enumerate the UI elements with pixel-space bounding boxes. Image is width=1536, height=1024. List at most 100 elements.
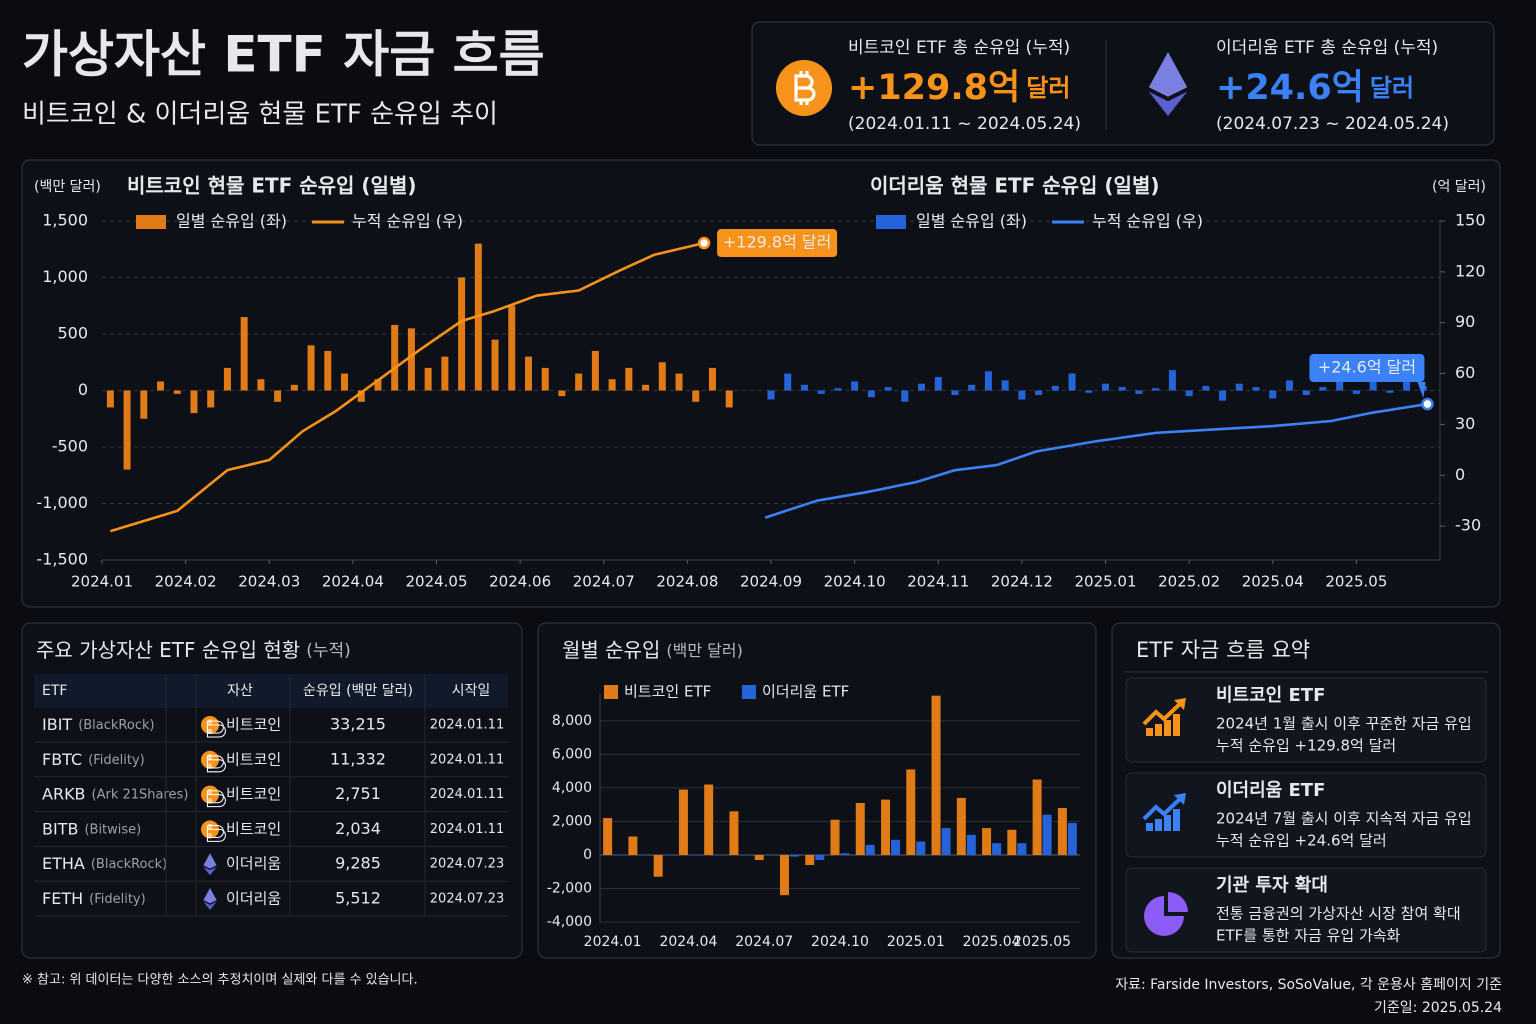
daily-bar bbox=[1369, 381, 1377, 391]
y-tick-label: -500 bbox=[52, 437, 88, 456]
card-line: 전통 금융권의 가상자산 시장 참여 확대 bbox=[1216, 905, 1461, 923]
daily-bar bbox=[491, 339, 499, 391]
kpi-value: +24.6억 달러 bbox=[1216, 68, 1414, 108]
daily-bar bbox=[223, 367, 231, 391]
y-tick-label: -4,000 bbox=[547, 914, 592, 930]
daily-bar bbox=[951, 390, 959, 396]
monthly-bar bbox=[992, 843, 1002, 855]
daily-bar bbox=[1168, 370, 1176, 391]
ethereum-icon bbox=[1148, 52, 1188, 97]
x-tick-label: 2025.04 bbox=[1242, 573, 1304, 591]
daily-bar bbox=[834, 388, 842, 391]
daily-bar bbox=[642, 384, 650, 391]
daily-bar bbox=[658, 362, 666, 391]
daily-bar bbox=[207, 390, 215, 408]
daily-bar bbox=[1135, 390, 1143, 394]
annotation-pointer bbox=[1417, 382, 1426, 399]
x-tick-label: 2024.02 bbox=[155, 573, 217, 591]
etf-name-main: IBIT bbox=[42, 715, 72, 734]
daily-bar bbox=[708, 367, 716, 391]
x-tick-label: 2024.06 bbox=[489, 573, 551, 591]
x-tick-label: 2024.03 bbox=[238, 573, 300, 591]
kpi-value-note: 달러 bbox=[1370, 74, 1414, 102]
daily-bar bbox=[1285, 380, 1293, 391]
daily-bar bbox=[1051, 385, 1059, 391]
card-title: 기관 투자 확대 bbox=[1216, 875, 1328, 896]
asset-name: 비트코인 bbox=[226, 820, 281, 838]
monthly-bar bbox=[865, 844, 875, 855]
monthly-bar bbox=[628, 836, 638, 855]
start-date: 2024.07.23 bbox=[430, 857, 504, 872]
etf-name: IBIT (BlackRock) bbox=[42, 715, 155, 734]
monthly-bar bbox=[603, 818, 613, 855]
monthly-bar bbox=[1067, 823, 1077, 855]
page-title: 가상자산 ETF 자금 흐름 bbox=[22, 26, 545, 84]
daily-bar bbox=[123, 390, 131, 470]
legend-swatch bbox=[136, 215, 166, 229]
main-chart-panel bbox=[21, 159, 1501, 608]
daily-bar bbox=[1252, 387, 1260, 391]
legend-label: 이더리움 ETF bbox=[762, 683, 849, 701]
monthly-bar bbox=[906, 769, 916, 855]
reference-date: 기준일: 2025.05.24 bbox=[1374, 1000, 1502, 1016]
daily-bar bbox=[173, 390, 181, 394]
kpi-value-main: +24.6억 bbox=[1216, 68, 1364, 108]
y-tick-label: -2,000 bbox=[547, 880, 592, 896]
y-axis-label: (백만 달러) bbox=[34, 179, 101, 195]
monthly-bar bbox=[855, 802, 865, 855]
daily-bar bbox=[1102, 383, 1109, 391]
monthly-bar bbox=[1042, 814, 1052, 855]
daily-bar bbox=[324, 350, 332, 391]
x-tick-label: 2025.05 bbox=[1325, 573, 1387, 591]
monthly-bar bbox=[1017, 843, 1027, 855]
y2-tick-label: 120 bbox=[1455, 261, 1486, 280]
daily-bar bbox=[541, 367, 549, 391]
daily-bar bbox=[851, 381, 859, 391]
monthly-bar bbox=[966, 834, 976, 855]
daily-bar bbox=[307, 345, 315, 391]
monthly-bar bbox=[916, 841, 926, 855]
ethereum-icon-lower bbox=[203, 901, 217, 910]
y-tick-label: 1,000 bbox=[42, 267, 88, 286]
icon-pie bbox=[1144, 896, 1184, 936]
monthly-bar bbox=[891, 839, 901, 855]
y2-axis-label: (억 달러) bbox=[1432, 179, 1486, 195]
daily-bar bbox=[725, 390, 733, 408]
summary-card bbox=[1125, 677, 1487, 763]
etf-name: FETH (Fidelity) bbox=[42, 889, 146, 908]
monthly-bar bbox=[729, 811, 739, 855]
icon-bar bbox=[1173, 809, 1180, 831]
monthly-bar bbox=[1057, 808, 1067, 855]
daily-bar bbox=[1035, 390, 1043, 396]
monthly-bar bbox=[613, 854, 623, 856]
daily-bar bbox=[190, 390, 198, 414]
inflow-value: 9,285 bbox=[335, 854, 381, 873]
daily-bar bbox=[608, 379, 616, 391]
x-tick-label: 2025.02 bbox=[1158, 573, 1220, 591]
table-title-main: 주요 가상자산 ETF 순유입 현황 bbox=[36, 638, 300, 662]
daily-bar bbox=[106, 390, 114, 408]
monthly-bar bbox=[663, 854, 673, 856]
daily-bar bbox=[1068, 373, 1076, 391]
annotation-label: +129.8억 달러 bbox=[723, 233, 831, 252]
column-header: 시작일 bbox=[452, 683, 491, 699]
y-tick-label: 2,000 bbox=[552, 813, 592, 829]
monthly-bar bbox=[1007, 829, 1017, 855]
annotation-box bbox=[717, 229, 838, 258]
daily-bar bbox=[918, 383, 926, 391]
daily-bar bbox=[1336, 379, 1344, 391]
monthly-bar bbox=[638, 854, 648, 856]
etf-name-note: (Fidelity) bbox=[89, 892, 146, 907]
y-tick-label: -1,000 bbox=[36, 493, 88, 512]
y-tick-label: -1,500 bbox=[36, 550, 88, 569]
daily-bar bbox=[1018, 390, 1026, 400]
legend-swatch bbox=[742, 685, 756, 699]
card-title: 이더리움 ETF bbox=[1216, 780, 1325, 801]
daily-bar bbox=[140, 390, 148, 419]
etf-name-main: FETH bbox=[42, 889, 83, 908]
x-tick-label: 2025.04 bbox=[963, 934, 1021, 950]
monthly-panel bbox=[537, 622, 1097, 959]
x-tick-label: 2024.01 bbox=[71, 573, 133, 591]
monthly-title: 월별 순유입 (백만 달러) bbox=[562, 638, 743, 662]
source: 자료: Farside Investors, SoSoValue, 각 운용사 … bbox=[1115, 977, 1502, 993]
